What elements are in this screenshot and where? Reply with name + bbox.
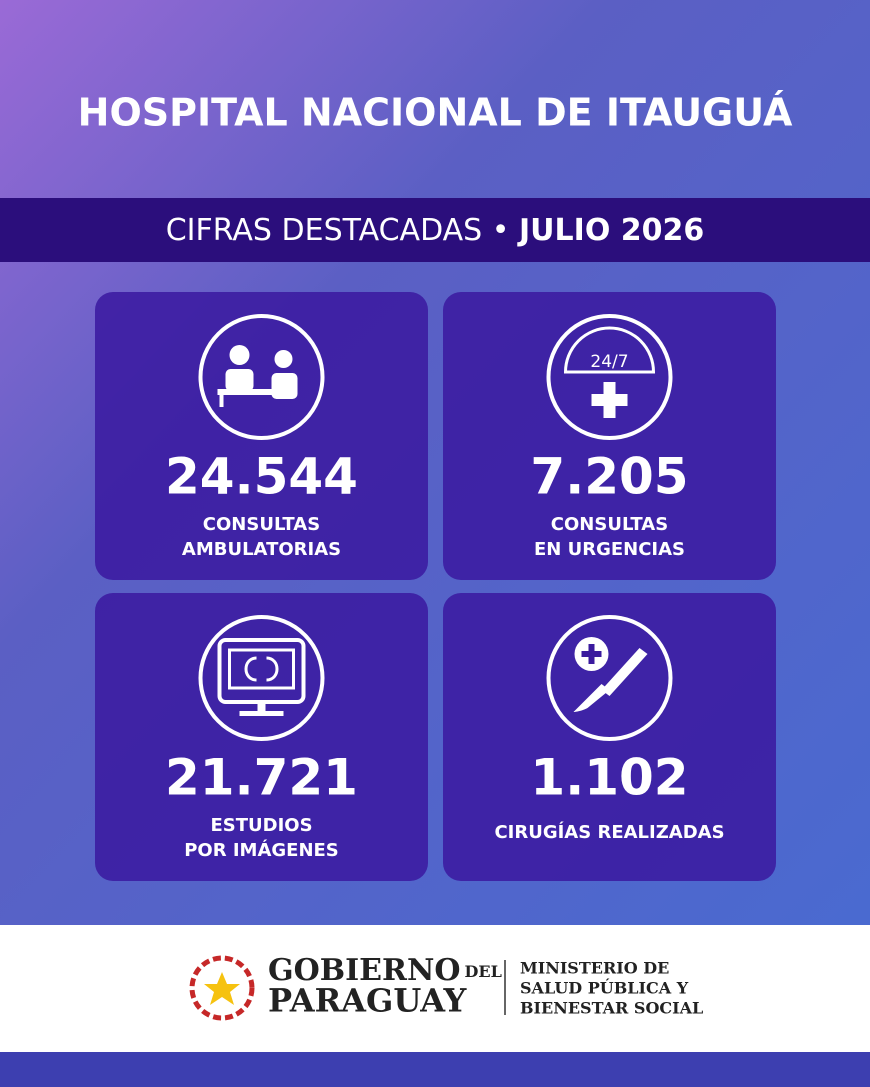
icon-part [257,702,266,712]
stat-value: 1.102 [530,749,688,807]
icon-part [591,382,628,418]
stat-card: 1.102 CIRUGÍAS REALIZADAS [443,593,776,881]
icon-part [244,656,279,682]
footer-strip [0,1052,870,1087]
banner [0,198,870,262]
icon-part [217,389,274,395]
stat-card: 21.721 ESTUDIOS POR IMÁGENES [95,593,428,881]
stat-label: CIRUGÍAS REALIZADAS [494,821,724,843]
icon-ring [546,314,673,440]
stat-label: CONSULTAS [203,514,320,535]
ministry-line: SALUD PÚBLICA Y [520,978,689,998]
gov-del: DEL [465,962,502,981]
icon-part [581,644,602,664]
ministry-line: MINISTERIO DE [520,959,669,978]
icon-text: 24/7 [590,352,628,372]
ministry-line: BIENESTAR SOCIAL [520,999,703,1018]
icon-ring [198,615,325,741]
icon-part [229,345,250,365]
icon-ring [546,615,673,741]
gov-gobierno: GOBIERNO [268,953,461,988]
stat-label: CONSULTAS [551,514,668,535]
icon-part [225,369,254,391]
stat-label: EN URGENCIAS [534,539,685,560]
stat-card: 24.544 CONSULTAS AMBULATORIAS [95,292,428,580]
icon-part [228,648,295,690]
icon-part [239,711,284,716]
icon-part [271,373,298,399]
stat-label: ESTUDIOS [210,815,312,836]
icon-part [274,350,293,368]
stat-value: 7.205 [530,448,688,506]
title: HOSPITAL NACIONAL DE ITAUGUÁ [78,91,793,135]
footer [0,925,870,1052]
stat-value: 21.721 [165,749,358,807]
icon-part [573,684,610,712]
stat-card: 24/7 7.205 CONSULTAS EN URGENCIAS [443,292,776,580]
stat-value: 24.544 [165,448,358,506]
gov-line1: GOBIERNO DEL [268,953,502,988]
gov-logo [189,955,255,1021]
icon-part [601,648,648,696]
icon-ring [198,314,325,440]
icon-part [563,326,656,374]
banner-separator: • [492,213,510,248]
stat-label: POR IMÁGENES [184,839,339,861]
star [204,972,240,1005]
wreath [189,955,255,1021]
icon-part [219,395,224,407]
banner-label: CIFRAS DESTACADAS [166,213,482,248]
stat-label: AMBULATORIAS [182,539,341,560]
gov-line2: PARAGUAY [268,982,467,1020]
banner-period: JULIO 2026 [517,213,704,248]
banner-text: CIFRAS DESTACADAS • JULIO 2026 [166,213,705,248]
